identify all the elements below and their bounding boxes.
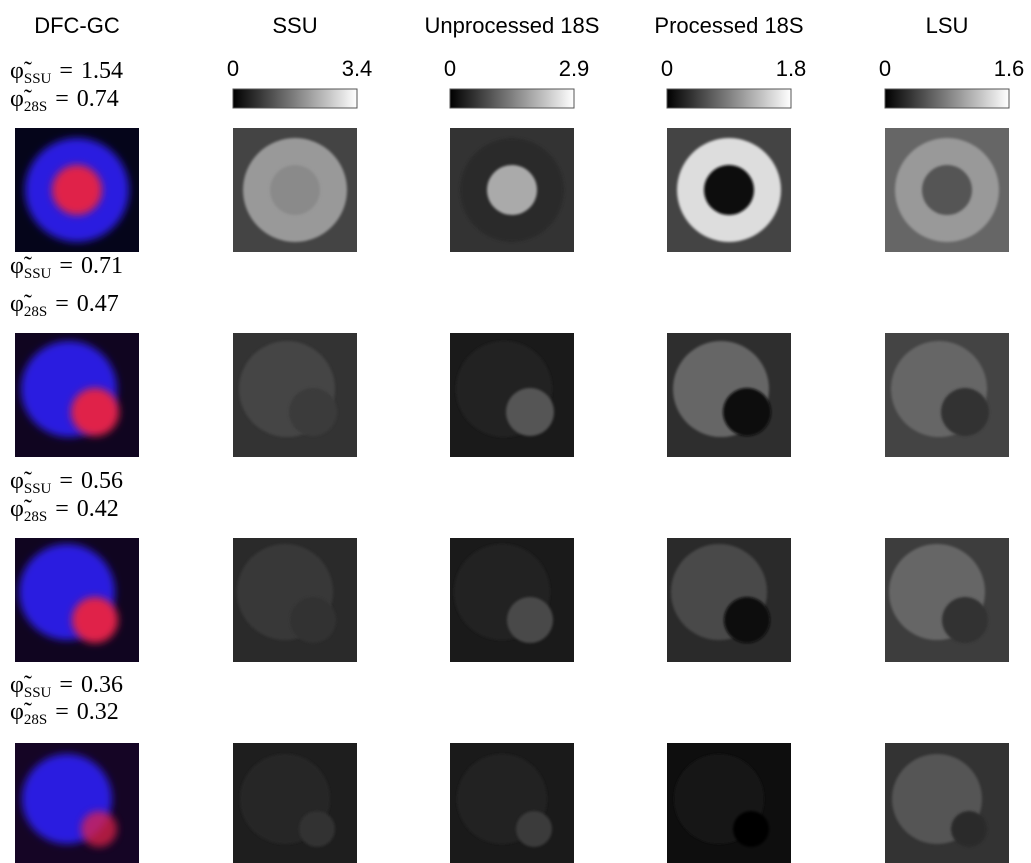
row-label: φ̃SSU=0.71 xyxy=(10,253,123,282)
inner-phase xyxy=(942,597,988,643)
equals: = xyxy=(59,468,73,494)
row-label: φ̃28S=0.42 xyxy=(10,496,119,525)
image-panel xyxy=(885,538,1009,662)
column-title: SSU xyxy=(272,13,317,38)
column-title: Unprocessed 18S xyxy=(425,13,600,38)
inner-phase xyxy=(733,811,769,847)
inner-phase xyxy=(299,811,335,847)
subscript: SSU xyxy=(24,685,52,701)
subscript: 28S xyxy=(24,509,47,525)
subscript: 28S xyxy=(24,712,47,728)
image-panel xyxy=(15,743,139,863)
colorbar-max: 2.9 xyxy=(559,56,590,81)
nucleolus-red xyxy=(52,165,102,215)
image-panel xyxy=(233,743,357,863)
image-panel xyxy=(450,128,574,252)
value: 0.36 xyxy=(81,672,123,698)
image-panel xyxy=(233,333,357,457)
colorbar xyxy=(667,89,791,108)
value: 0.47 xyxy=(77,291,119,317)
image-panel xyxy=(450,743,574,863)
equals: = xyxy=(55,291,69,317)
inner-phase xyxy=(507,597,553,643)
subscript: SSU xyxy=(24,71,52,87)
column-title: LSU xyxy=(926,13,969,38)
inner-phase xyxy=(723,388,771,436)
row-label: φ̃28S=0.74 xyxy=(10,86,119,115)
subscript: 28S xyxy=(24,304,47,320)
image-panel xyxy=(885,743,1009,863)
inner-phase xyxy=(724,597,770,643)
nucleolus-red xyxy=(71,388,119,436)
inner-phase xyxy=(951,811,987,847)
colorbar xyxy=(885,89,1009,108)
equals: = xyxy=(55,86,69,112)
value: 1.54 xyxy=(81,58,123,84)
image-panel xyxy=(885,128,1009,252)
image-panel xyxy=(233,128,357,252)
value: 0.32 xyxy=(77,699,119,725)
subscript: SSU xyxy=(24,481,52,497)
value: 0.74 xyxy=(77,86,119,112)
colorbar-max: 3.4 xyxy=(342,56,373,81)
subscript: SSU xyxy=(24,266,52,282)
inner-phase xyxy=(516,811,552,847)
equals: = xyxy=(55,699,69,725)
inner-phase xyxy=(290,597,336,643)
row-label: φ̃SSU=0.36 xyxy=(10,672,123,701)
equals: = xyxy=(59,253,73,279)
value: 0.71 xyxy=(81,253,123,279)
image-panel xyxy=(15,333,139,457)
inner-phase xyxy=(289,388,337,436)
colorbar xyxy=(233,89,357,108)
column-title: Processed 18S xyxy=(654,13,803,38)
inner-phase xyxy=(506,388,554,436)
equals: = xyxy=(55,496,69,522)
value: 0.42 xyxy=(77,496,119,522)
image-panel xyxy=(450,333,574,457)
column-title: DFC-GC xyxy=(34,13,120,38)
subscript: 28S xyxy=(24,99,47,115)
colorbar-min: 0 xyxy=(227,56,239,81)
equals: = xyxy=(59,58,73,84)
value: 0.56 xyxy=(81,468,123,494)
image-panel xyxy=(667,538,791,662)
inner-phase xyxy=(704,165,754,215)
inner-phase xyxy=(270,165,320,215)
figure: DFC-GC SSU Unprocessed 18S Processed 18S LSU… xyxy=(0,0,1031,863)
image-panel xyxy=(667,128,791,252)
equals: = xyxy=(59,672,73,698)
nucleolus-red xyxy=(72,597,118,643)
inner-phase xyxy=(487,165,537,215)
image-panel xyxy=(233,538,357,662)
row-label: φ̃SSU=0.56 xyxy=(10,468,123,497)
image-panel xyxy=(885,333,1009,457)
image-panel xyxy=(15,128,139,252)
row-label: φ̃28S=0.47 xyxy=(10,291,119,320)
colorbar-min: 0 xyxy=(879,56,891,81)
colorbar-max: 1.6 xyxy=(994,56,1025,81)
colorbar-min: 0 xyxy=(661,56,673,81)
colorbar-min: 0 xyxy=(444,56,456,81)
image-panel xyxy=(667,333,791,457)
inner-phase xyxy=(941,388,989,436)
colorbar xyxy=(450,89,574,108)
image-panel xyxy=(15,538,139,662)
inner-phase xyxy=(922,165,972,215)
image-panel xyxy=(450,538,574,662)
colorbar-max: 1.8 xyxy=(776,56,807,81)
row-label: φ̃28S=0.32 xyxy=(10,699,119,728)
nucleolus-red xyxy=(81,811,117,847)
row-label: φ̃SSU=1.54 xyxy=(10,58,123,87)
image-panel xyxy=(667,743,791,863)
